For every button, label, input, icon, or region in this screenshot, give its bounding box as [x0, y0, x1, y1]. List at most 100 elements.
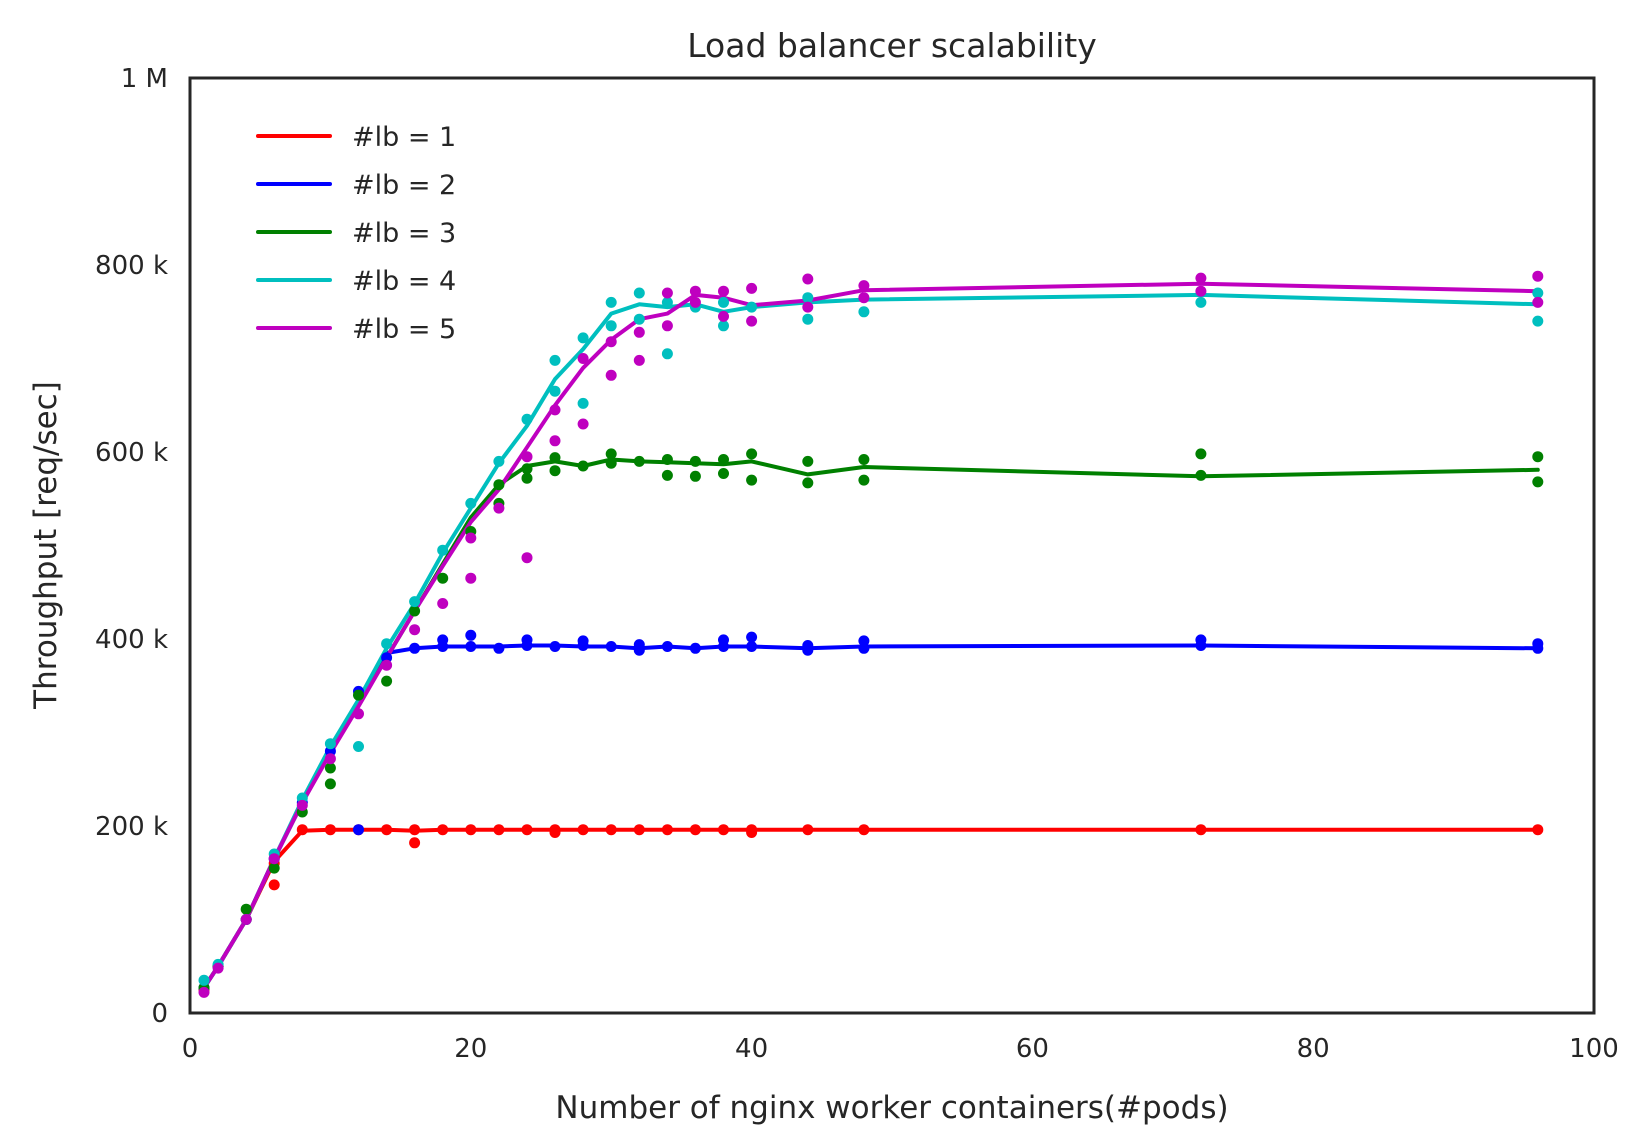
- data-point-lb-2: [549, 641, 561, 652]
- legend-label: #lb = 2: [352, 170, 456, 201]
- data-point-lb-5: [689, 296, 701, 308]
- data-point-lb-4: [746, 301, 758, 313]
- data-point-lb-2: [465, 641, 477, 652]
- data-point-lb-4: [605, 296, 617, 308]
- x-tick-label: 60: [1016, 1034, 1049, 1064]
- data-point-lb-5: [381, 659, 393, 671]
- data-point-lb-4: [465, 497, 477, 509]
- data-point-lb-1: [521, 824, 533, 836]
- x-axis-ticks: 0 20 40 60 80 100: [182, 1034, 1619, 1064]
- x-tick-label: 100: [1569, 1034, 1619, 1064]
- data-point-lb-3: [268, 862, 280, 874]
- data-point-lb-3: [1195, 448, 1207, 460]
- data-point-lb-5: [858, 280, 870, 292]
- data-point-lb-4: [493, 455, 505, 467]
- data-point-lb-4: [577, 397, 589, 409]
- data-point-lb-3: [437, 572, 449, 584]
- data-point-lb-5: [549, 404, 561, 416]
- data-point-lb-1: [437, 824, 449, 836]
- data-point-lb-4: [437, 544, 449, 556]
- data-point-lb-5: [633, 326, 645, 338]
- data-point-lb-2: [661, 641, 673, 652]
- data-point-lb-3: [718, 468, 729, 479]
- data-point-lb-5: [605, 336, 617, 348]
- data-point-lb-1: [1195, 824, 1207, 836]
- y-axis-ticks: 0 200 k 400 k 600 k 800 k 1 M: [95, 64, 168, 1029]
- data-point-lb-3: [577, 460, 589, 472]
- series-points: [198, 270, 1544, 998]
- data-point-lb-5: [493, 502, 505, 514]
- data-point-lb-5: [802, 301, 814, 313]
- data-point-lb-1: [633, 824, 645, 836]
- data-point-lb-2: [633, 639, 645, 651]
- data-point-lb-1: [381, 824, 393, 836]
- y-axis-label: Throughput [req/sec]: [28, 381, 64, 710]
- data-point-lb-2: [1532, 638, 1544, 650]
- data-point-lb-3: [689, 470, 701, 482]
- data-point-lb-1: [268, 879, 280, 891]
- data-point-lb-5: [718, 310, 729, 322]
- data-point-lb-4: [661, 296, 673, 308]
- data-point-lb-2: [493, 642, 505, 654]
- legend-item-lb-3: #lb = 3: [256, 218, 456, 249]
- data-point-lb-3: [858, 474, 870, 486]
- data-point-lb-4: [633, 287, 645, 299]
- data-point-lb-1: [577, 824, 589, 836]
- data-point-lb-5: [1532, 270, 1544, 282]
- data-point-lb-4: [718, 296, 729, 308]
- data-point-lb-4: [549, 385, 561, 397]
- data-point-lb-5: [1195, 285, 1207, 297]
- data-point-lb-5: [746, 315, 758, 327]
- data-point-lb-5: [521, 451, 533, 463]
- legend-label: #lb = 5: [352, 314, 456, 345]
- data-point-lb-4: [718, 320, 729, 332]
- data-point-lb-1: [746, 824, 758, 836]
- data-point-lb-1: [409, 824, 421, 836]
- legend: #lb = 1 #lb = 2 #lb = 3 #lb = 4 #lb = 5: [256, 122, 456, 345]
- data-point-lb-4: [324, 738, 336, 750]
- legend-label: #lb = 1: [352, 122, 456, 153]
- data-point-lb-5: [353, 708, 364, 720]
- data-point-lb-1: [465, 824, 477, 836]
- data-point-lb-5: [549, 435, 561, 447]
- data-point-lb-5: [802, 273, 814, 285]
- data-point-lb-1: [409, 837, 421, 849]
- data-point-lb-3: [1532, 476, 1544, 488]
- y-tick-label: 800 k: [95, 251, 168, 281]
- y-tick-label: 0: [151, 999, 168, 1029]
- data-point-lb-2: [577, 635, 589, 647]
- legend-label: #lb = 4: [352, 266, 456, 297]
- data-point-lb-5: [212, 962, 224, 974]
- data-point-lb-4: [549, 354, 561, 366]
- data-point-lb-3: [353, 689, 364, 701]
- data-point-lb-3: [802, 455, 814, 467]
- data-point-lb-2: [746, 631, 758, 643]
- y-tick-label: 600 k: [95, 438, 168, 468]
- data-point-lb-2: [605, 641, 617, 652]
- data-point-lb-5: [605, 369, 617, 381]
- data-point-lb-3: [802, 477, 814, 489]
- data-point-lb-3: [689, 455, 701, 467]
- x-tick-label: 40: [735, 1034, 768, 1064]
- data-point-lb-1: [718, 824, 729, 836]
- data-point-lb-4: [633, 313, 645, 325]
- data-point-lb-2: [465, 629, 477, 641]
- data-point-lb-3: [409, 605, 421, 617]
- y-tick-label: 1 M: [121, 64, 168, 94]
- data-point-lb-3: [605, 448, 617, 460]
- data-point-lb-3: [549, 452, 561, 464]
- data-point-lb-4: [802, 313, 814, 325]
- data-point-lb-5: [296, 799, 308, 811]
- data-point-lb-3: [521, 472, 533, 484]
- y-tick-label: 200 k: [95, 812, 168, 842]
- data-point-lb-4: [577, 332, 589, 344]
- data-point-lb-4: [661, 348, 673, 360]
- data-point-lb-5: [268, 853, 280, 865]
- data-point-lb-5: [437, 598, 449, 609]
- data-point-lb-2: [858, 635, 870, 647]
- data-point-lb-5: [858, 292, 870, 304]
- data-point-lb-4: [605, 320, 617, 332]
- data-point-lb-5: [718, 285, 729, 297]
